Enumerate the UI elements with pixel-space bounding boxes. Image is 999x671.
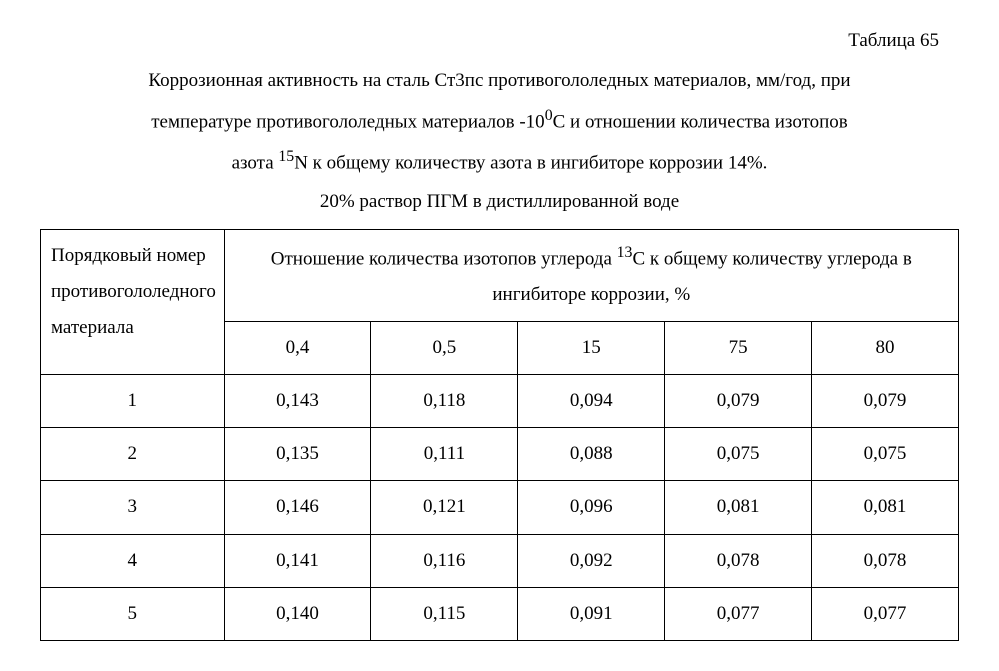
- table-row: 10,1430,1180,0940,0790,079: [41, 375, 959, 428]
- data-cell: 0,135: [224, 428, 371, 481]
- data-cell: 0,091: [518, 587, 665, 640]
- data-cell: 0,078: [665, 534, 812, 587]
- data-cell: 0,143: [224, 375, 371, 428]
- table-caption: Коррозионная активность на сталь Ст3пс п…: [40, 62, 959, 221]
- data-cell: 0,094: [518, 375, 665, 428]
- column-header: 80: [812, 322, 959, 375]
- column-header: 75: [665, 322, 812, 375]
- col-group-a: Отношение количества изотопов углерода: [271, 248, 617, 269]
- data-cell: 0,081: [665, 481, 812, 534]
- data-cell: 0,115: [371, 587, 518, 640]
- data-cell: 0,092: [518, 534, 665, 587]
- row-id-cell: 4: [41, 534, 225, 587]
- caption-line-2c: С и отношении количества изотопов: [553, 111, 848, 132]
- data-cell: 0,118: [371, 375, 518, 428]
- table-header-row-1: Порядковый номер противогололедного мате…: [41, 229, 959, 322]
- caption-line-1: Коррозионная активность на сталь Ст3пс п…: [148, 70, 850, 91]
- data-cell: 0,078: [812, 534, 959, 587]
- data-table: Порядковый номер противогололедного мате…: [40, 229, 959, 641]
- table-row: 50,1400,1150,0910,0770,077: [41, 587, 959, 640]
- data-cell: 0,116: [371, 534, 518, 587]
- data-cell: 0,140: [224, 587, 371, 640]
- column-group-header: Отношение количества изотопов углерода 1…: [224, 229, 958, 322]
- table-row: 20,1350,1110,0880,0750,075: [41, 428, 959, 481]
- data-cell: 0,079: [665, 375, 812, 428]
- col-group-b-sup: 13: [617, 244, 633, 261]
- data-cell: 0,141: [224, 534, 371, 587]
- caption-line-3b-sup: 15: [278, 148, 294, 165]
- data-cell: 0,146: [224, 481, 371, 534]
- data-cell: 0,075: [665, 428, 812, 481]
- caption-line-2b-sup: 0: [545, 107, 553, 124]
- data-cell: 0,079: [812, 375, 959, 428]
- column-header: 15: [518, 322, 665, 375]
- data-cell: 0,111: [371, 428, 518, 481]
- caption-line-4: 20% раствор ПГМ в дистиллированной воде: [320, 191, 679, 212]
- data-cell: 0,081: [812, 481, 959, 534]
- row-id-cell: 1: [41, 375, 225, 428]
- table-body: 10,1430,1180,0940,0790,07920,1350,1110,0…: [41, 375, 959, 640]
- table-number: Таблица 65: [40, 30, 959, 52]
- data-cell: 0,077: [812, 587, 959, 640]
- data-cell: 0,096: [518, 481, 665, 534]
- column-header: 0,5: [371, 322, 518, 375]
- caption-line-2a: температуре противогололедных материалов…: [151, 111, 544, 132]
- table-head: Порядковый номер противогололедного мате…: [41, 229, 959, 375]
- column-header: 0,4: [224, 322, 371, 375]
- row-id-cell: 2: [41, 428, 225, 481]
- caption-line-3c: N к общему количеству азота в ингибиторе…: [294, 153, 767, 174]
- row-id-cell: 5: [41, 587, 225, 640]
- data-cell: 0,075: [812, 428, 959, 481]
- table-row: 30,1460,1210,0960,0810,081: [41, 481, 959, 534]
- data-cell: 0,077: [665, 587, 812, 640]
- row-id-cell: 3: [41, 481, 225, 534]
- data-cell: 0,088: [518, 428, 665, 481]
- row-header-label: Порядковый номер противогололедного мате…: [41, 229, 225, 375]
- table-row: 40,1410,1160,0920,0780,078: [41, 534, 959, 587]
- caption-line-3a: азота: [232, 153, 279, 174]
- data-cell: 0,121: [371, 481, 518, 534]
